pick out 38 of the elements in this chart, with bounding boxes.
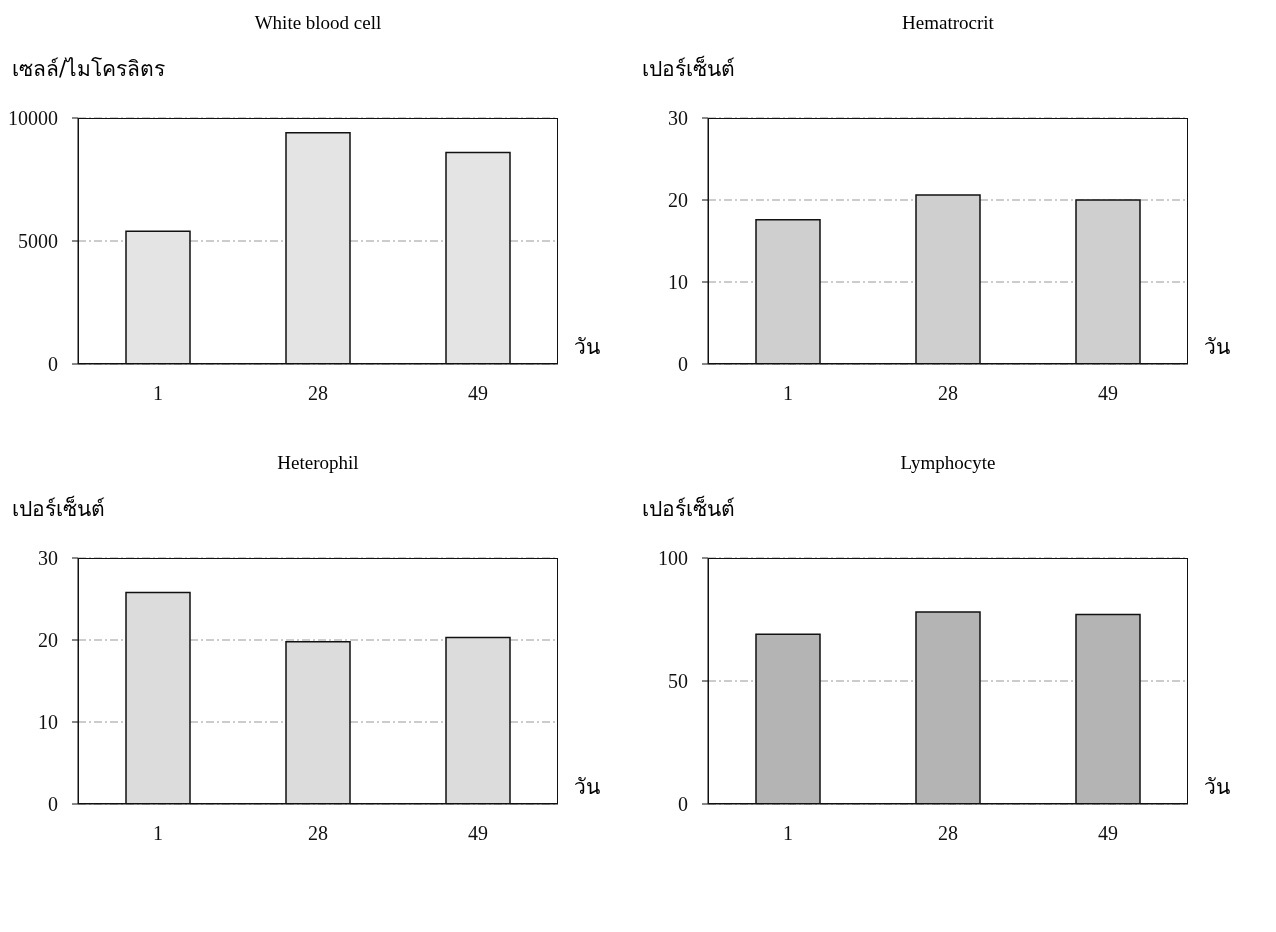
y-tick-label: 0 bbox=[678, 353, 688, 376]
x-tick-label: 28 bbox=[938, 822, 958, 845]
y-tick-label: 30 bbox=[38, 547, 58, 570]
y-tick-label: 10 bbox=[668, 271, 688, 294]
y-tick-label: 10 bbox=[38, 711, 58, 734]
x-tick-label: 49 bbox=[468, 382, 488, 405]
y-tick-label: 20 bbox=[38, 629, 58, 652]
x-tick-label: 1 bbox=[153, 382, 163, 405]
y-axis-title: เปอร์เซ็นต์ bbox=[642, 54, 735, 83]
chart-title: Hematrocrit bbox=[901, 12, 995, 34]
y-axis-title: เปอร์เซ็นต์ bbox=[12, 494, 105, 523]
x-axis-title: วัน bbox=[574, 334, 600, 361]
x-tick-label: 28 bbox=[308, 382, 328, 405]
x-tick-label: 49 bbox=[1098, 822, 1118, 845]
x-tick-label: 1 bbox=[783, 822, 793, 845]
y-tick-label: 0 bbox=[48, 793, 58, 816]
x-tick-label: 49 bbox=[1098, 382, 1118, 405]
y-tick-label: 10000 bbox=[8, 107, 58, 130]
x-tick-label: 49 bbox=[468, 822, 488, 845]
x-tick-label: 28 bbox=[308, 822, 328, 845]
y-tick-label: 100 bbox=[658, 547, 688, 570]
x-axis-title: วัน bbox=[1204, 334, 1230, 361]
x-axis-title: วัน bbox=[574, 774, 600, 801]
y-tick-label: 5000 bbox=[18, 230, 58, 253]
x-tick-label: 28 bbox=[938, 382, 958, 405]
y-tick-label: 50 bbox=[668, 670, 688, 693]
y-axis-title: เซลล์/ไมโครลิตร bbox=[12, 56, 166, 83]
y-axis-title: เปอร์เซ็นต์ bbox=[642, 494, 735, 523]
y-tick-label: 0 bbox=[678, 793, 688, 816]
chart-title: Lymphocyte bbox=[899, 452, 997, 474]
chart-title: Heterophil bbox=[276, 452, 360, 474]
y-tick-label: 0 bbox=[48, 353, 58, 376]
y-tick-label: 30 bbox=[668, 107, 688, 130]
x-tick-label: 1 bbox=[783, 382, 793, 405]
x-axis-title: วัน bbox=[1204, 774, 1230, 801]
chart-title: White blood cell bbox=[253, 12, 383, 34]
y-tick-label: 20 bbox=[668, 189, 688, 212]
x-tick-label: 1 bbox=[153, 822, 163, 845]
